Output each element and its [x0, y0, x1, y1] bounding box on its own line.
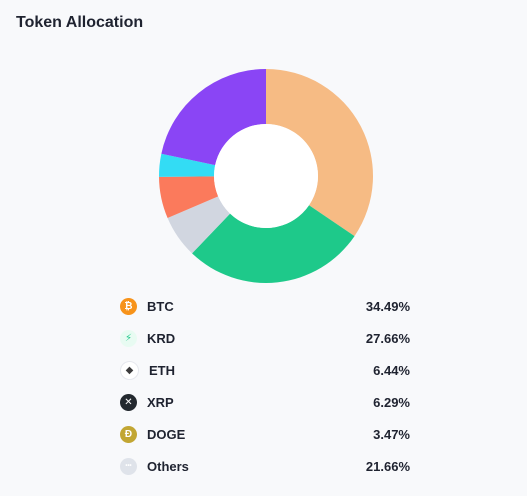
others-icon: ••• — [120, 457, 137, 475]
legend-item-others: ••• Others 21.66% — [120, 450, 410, 482]
legend-item-eth: ◆ ETH 6.44% — [120, 354, 410, 386]
xrp-icon: ✕ — [120, 393, 137, 411]
legend: ₿ BTC 34.49% ⚡ KRD 27.66% ◆ ETH 6.44% ✕ XRP 6.29% Ð D… — [120, 290, 410, 482]
dogecoin-icon: Ð — [120, 425, 137, 443]
legend-value: 6.44% — [373, 362, 410, 378]
donut-slice-eth[interactable] — [167, 196, 231, 254]
legend-item-xrp: ✕ XRP 6.29% — [120, 386, 410, 418]
legend-value: 6.29% — [373, 394, 410, 410]
ethereum-icon: ◆ — [120, 360, 139, 380]
krd-icon: ⚡ — [120, 329, 137, 347]
donut-slice-xrp[interactable] — [159, 176, 219, 218]
legend-label: DOGE — [147, 426, 186, 442]
donut-hole — [214, 124, 318, 228]
bitcoin-icon: ₿ — [120, 297, 137, 315]
donut-chart — [159, 69, 373, 283]
legend-label: KRD — [147, 330, 176, 346]
legend-item-krd: ⚡ KRD 27.66% — [120, 322, 410, 354]
donut-slice-doge[interactable] — [159, 153, 216, 177]
legend-value: 3.47% — [373, 426, 410, 442]
legend-value: 34.49% — [365, 298, 410, 314]
legend-label: BTC — [147, 298, 174, 314]
legend-label: ETH — [149, 362, 175, 378]
donut-slice-others[interactable] — [161, 69, 266, 166]
legend-label: XRP — [147, 394, 174, 410]
legend-label: Others — [147, 458, 189, 474]
donut-slice-btc[interactable] — [266, 69, 373, 237]
legend-value: 27.66% — [365, 330, 410, 346]
legend-item-doge: Ð DOGE 3.47% — [120, 418, 410, 450]
legend-item-btc: ₿ BTC 34.49% — [120, 290, 410, 322]
legend-value: 21.66% — [365, 458, 410, 474]
card-title: Token Allocation — [16, 14, 144, 31]
donut-slice-krd[interactable] — [192, 205, 355, 283]
